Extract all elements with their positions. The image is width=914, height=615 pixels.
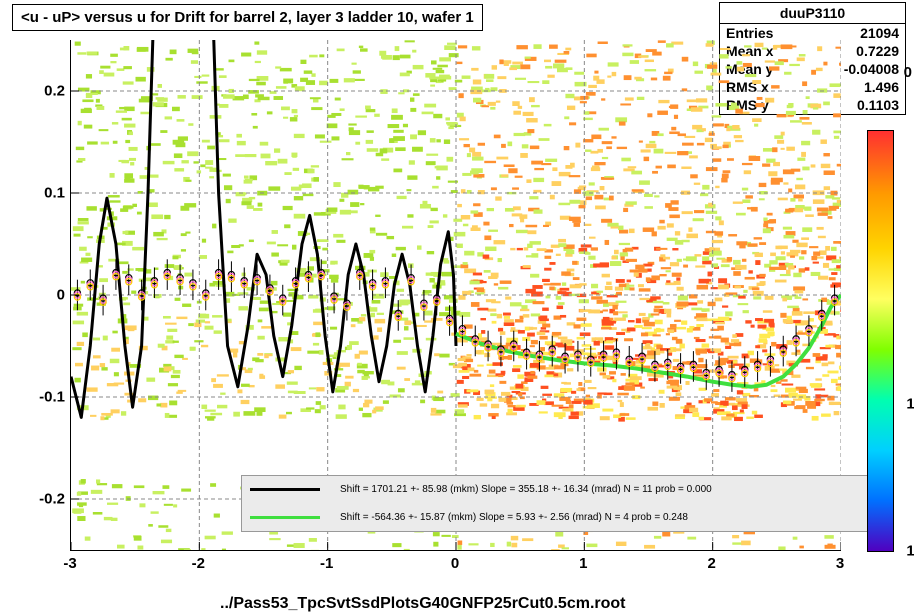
x-tick-label: 3 xyxy=(836,555,844,572)
legend-swatch xyxy=(250,488,320,491)
file-label: ../Pass53_TpcSvtSsdPlotsG40GNFP25rCut0.5… xyxy=(220,595,625,613)
plot-canvas xyxy=(71,40,841,550)
y-tick-label: -0.2 xyxy=(39,491,65,508)
y-tick-label: 0.1 xyxy=(44,185,65,202)
x-tick-label: -3 xyxy=(63,555,76,572)
y-tick-label: -0.1 xyxy=(39,389,65,406)
x-tick-label: 0 xyxy=(451,555,459,572)
x-tick-label: 2 xyxy=(707,555,715,572)
x-tick-label: 1 xyxy=(579,555,587,572)
legend-row: Shift = 1701.21 +- 85.98 (mkm) Slope = 3… xyxy=(242,476,882,504)
stats-name: duuP3110 xyxy=(720,3,905,24)
y-axis: -0.2 -0.1 0 0.1 0.2 xyxy=(20,40,65,550)
colorbar-tick-label: 10 xyxy=(906,396,914,413)
legend-row: Shift = -564.36 +- 15.87 (mkm) Slope = 5… xyxy=(242,504,882,532)
colorbar-tick-label: 10 xyxy=(906,543,914,560)
x-tick-label: -2 xyxy=(192,555,205,572)
legend-swatch xyxy=(250,516,320,519)
y-tick-label: 0.2 xyxy=(44,83,65,100)
colorbar-extra-label: 0 xyxy=(904,64,912,81)
x-axis: -3-2-10123 xyxy=(70,555,840,575)
colorbar: 11010 xyxy=(867,130,894,552)
plot-area: Shift = 1701.21 +- 85.98 (mkm) Slope = 3… xyxy=(70,40,841,551)
y-tick-label: 0 xyxy=(57,287,65,304)
fit-legend: Shift = 1701.21 +- 85.98 (mkm) Slope = 3… xyxy=(241,475,883,532)
plot-title: <u - uP> versus u for Drift for barrel 2… xyxy=(12,4,483,31)
legend-text: Shift = 1701.21 +- 85.98 (mkm) Slope = 3… xyxy=(340,484,712,495)
legend-text: Shift = -564.36 +- 15.87 (mkm) Slope = 5… xyxy=(340,512,688,523)
x-tick-label: -1 xyxy=(320,555,333,572)
